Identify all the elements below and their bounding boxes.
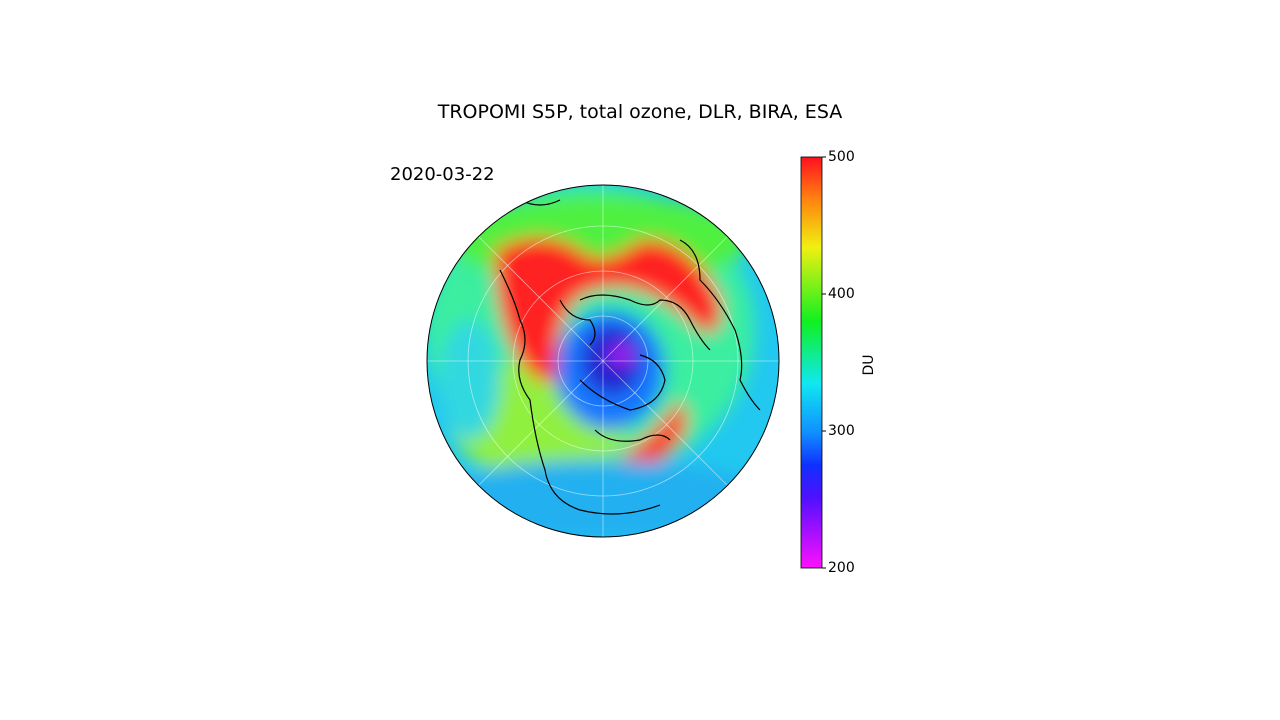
colorbar-label: DU — [861, 354, 877, 375]
ozone-map — [427, 185, 779, 537]
colorbar-tick-label: 200 — [828, 560, 855, 576]
globe-border — [426, 184, 780, 538]
colorbar — [800, 156, 823, 569]
colorbar-tick-label: 400 — [828, 286, 855, 302]
colorbar-tick-label: 500 — [828, 149, 855, 165]
date-label: 2020-03-22 — [390, 164, 495, 185]
title: TROPOMI S5P, total ozone, DLR, BIRA, ESA — [437, 101, 842, 123]
colorbar-tick-label: 300 — [828, 423, 855, 439]
